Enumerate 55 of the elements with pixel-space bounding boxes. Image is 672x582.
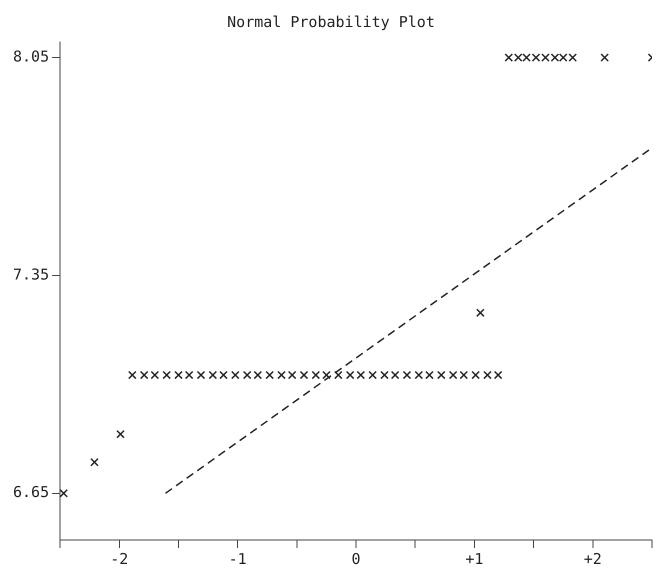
point <box>90 458 99 466</box>
point <box>460 370 468 380</box>
point <box>402 370 412 380</box>
point <box>174 370 183 380</box>
point <box>196 370 206 380</box>
point <box>600 53 609 62</box>
point <box>380 370 389 380</box>
point <box>322 370 331 380</box>
point <box>300 370 308 380</box>
point <box>514 53 523 62</box>
point <box>60 489 68 498</box>
point <box>437 370 446 380</box>
x-tick-label: -2 <box>110 550 128 568</box>
point <box>414 370 424 380</box>
point <box>162 370 171 380</box>
point <box>231 370 240 380</box>
point <box>471 370 480 380</box>
point <box>116 430 125 438</box>
point <box>494 370 502 380</box>
y-tick-label: 6.65 <box>13 483 50 502</box>
x-tick-label: -1 <box>228 550 247 568</box>
x-tick-label: 0 <box>352 550 361 568</box>
point <box>277 370 286 380</box>
point <box>425 370 434 380</box>
point <box>254 370 262 380</box>
point <box>532 53 540 62</box>
chart-title: Normal Probability Plot <box>227 12 435 31</box>
point <box>448 370 458 380</box>
point <box>568 53 577 62</box>
point <box>334 370 343 380</box>
point <box>522 53 531 62</box>
point <box>368 370 377 380</box>
point <box>476 308 485 318</box>
point <box>150 370 160 380</box>
x-tick-label: +2 <box>584 550 602 568</box>
point <box>219 370 228 380</box>
point <box>558 53 568 62</box>
point <box>550 53 560 62</box>
point <box>265 370 274 380</box>
point <box>242 370 252 380</box>
point <box>288 370 296 380</box>
point <box>346 370 354 380</box>
point <box>128 370 137 380</box>
y-tick-label: 8.05 <box>13 47 50 66</box>
point <box>504 53 514 62</box>
point <box>140 370 148 380</box>
point <box>184 370 194 380</box>
point <box>356 370 366 380</box>
x-tick-label: +1 <box>465 550 484 568</box>
point <box>390 370 400 380</box>
y-tick-label: 7.35 <box>13 265 50 284</box>
point <box>541 53 550 62</box>
point <box>483 370 492 380</box>
point <box>208 370 218 380</box>
point <box>312 370 320 380</box>
